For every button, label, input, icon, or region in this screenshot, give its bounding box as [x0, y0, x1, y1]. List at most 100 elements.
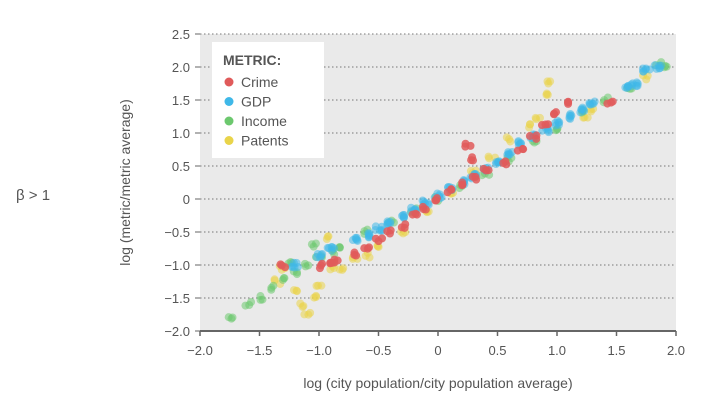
y-tick-label: −0.5 [164, 225, 190, 240]
legend-title: METRIC: [223, 52, 281, 68]
y-tick-label: −1.0 [164, 258, 190, 273]
legend-swatch [224, 97, 234, 106]
legend-label: Income [241, 113, 287, 129]
x-tick-label: 1.5 [607, 343, 625, 358]
data-point [383, 227, 392, 236]
data-point [338, 265, 347, 274]
data-point [300, 310, 309, 319]
data-point [383, 217, 392, 226]
x-tick-label: −1.0 [306, 343, 332, 358]
y-tick-label: 0.5 [172, 159, 190, 174]
data-point [642, 75, 651, 84]
y-tick-label: 0 [183, 192, 190, 207]
data-point [443, 188, 452, 197]
legend-swatch [224, 77, 234, 87]
data-point [532, 131, 541, 140]
data-point [632, 82, 641, 91]
data-point [639, 67, 648, 76]
data-point [549, 110, 558, 119]
y-axis-title: log (metric/metric average) [117, 99, 133, 266]
legend-swatch [224, 136, 234, 145]
data-point [311, 291, 320, 300]
data-point [267, 285, 276, 294]
y-tick-label: 2.5 [172, 27, 190, 42]
data-point [326, 259, 335, 268]
data-point [313, 249, 322, 258]
legend-label: GDP [241, 94, 271, 110]
data-point [543, 90, 552, 99]
data-point [482, 166, 491, 175]
y-tick-label: 1.5 [172, 93, 190, 108]
data-point [352, 233, 361, 242]
data-point [458, 178, 467, 187]
legend-swatch [224, 116, 234, 126]
data-point [544, 120, 553, 129]
data-point [657, 61, 666, 70]
data-point [650, 61, 659, 70]
data-point [304, 261, 313, 270]
legend: METRIC: Crime GDP Income Patents [212, 42, 324, 158]
data-point [399, 212, 408, 221]
data-point [525, 123, 534, 132]
data-point [371, 225, 380, 234]
data-point [543, 77, 552, 86]
x-tick-label: −2.0 [187, 343, 213, 358]
series-crime [276, 97, 617, 273]
data-point [501, 157, 510, 166]
legend-label: Patents [241, 133, 288, 149]
data-point [589, 99, 598, 108]
data-point [227, 314, 236, 323]
data-point [312, 281, 321, 290]
x-tick-label: −0.5 [366, 343, 392, 358]
data-point [247, 297, 256, 306]
data-point [468, 153, 477, 162]
data-point [519, 145, 528, 154]
data-point [565, 113, 574, 122]
data-point [279, 274, 288, 283]
data-point [504, 150, 513, 159]
data-point [324, 244, 333, 253]
data-point [502, 133, 511, 142]
legend-label: Crime [241, 74, 279, 90]
data-point [564, 97, 573, 106]
data-point [461, 142, 470, 151]
data-point [256, 295, 265, 304]
data-point [432, 196, 441, 205]
data-point [607, 98, 616, 107]
x-tick-label: 0 [434, 343, 441, 358]
y-tick-label: −2.0 [164, 324, 190, 339]
data-point [277, 261, 286, 270]
y-tick-label: −1.5 [164, 291, 190, 306]
data-point [350, 250, 359, 259]
data-point [307, 240, 316, 249]
x-axis-title: log (city population/city population ave… [303, 375, 572, 391]
data-point [374, 237, 383, 246]
y-tick-label: 2.0 [172, 60, 190, 75]
data-point [401, 220, 410, 229]
data-point [365, 243, 374, 252]
data-point [471, 172, 480, 181]
data-point [322, 235, 331, 244]
data-point [485, 154, 494, 163]
x-tick-label: 2.0 [667, 343, 685, 358]
data-points [224, 58, 671, 323]
y-tick-label: 1.0 [172, 126, 190, 141]
data-point [535, 113, 544, 122]
x-tick-label: 1.0 [548, 343, 566, 358]
data-point [537, 121, 546, 130]
data-point [418, 202, 427, 211]
data-point [292, 286, 301, 295]
data-point [577, 105, 586, 114]
x-ticks: −2.0 −1.5 −1.0 −0.5 0 0.5 1.0 1.5 2.0 [187, 331, 685, 358]
data-point [318, 259, 327, 268]
y-ticks: 2.5 2.0 1.5 1.0 0.5 0 −0.5 −1.0 −1.5 −2.0 [164, 27, 200, 339]
x-tick-label: 0.5 [488, 343, 506, 358]
data-point [551, 121, 560, 130]
data-point [298, 302, 307, 311]
data-point [365, 232, 374, 241]
x-tick-label: −1.5 [247, 343, 273, 358]
data-point [288, 262, 297, 271]
data-point [408, 210, 417, 219]
data-point [525, 132, 534, 141]
